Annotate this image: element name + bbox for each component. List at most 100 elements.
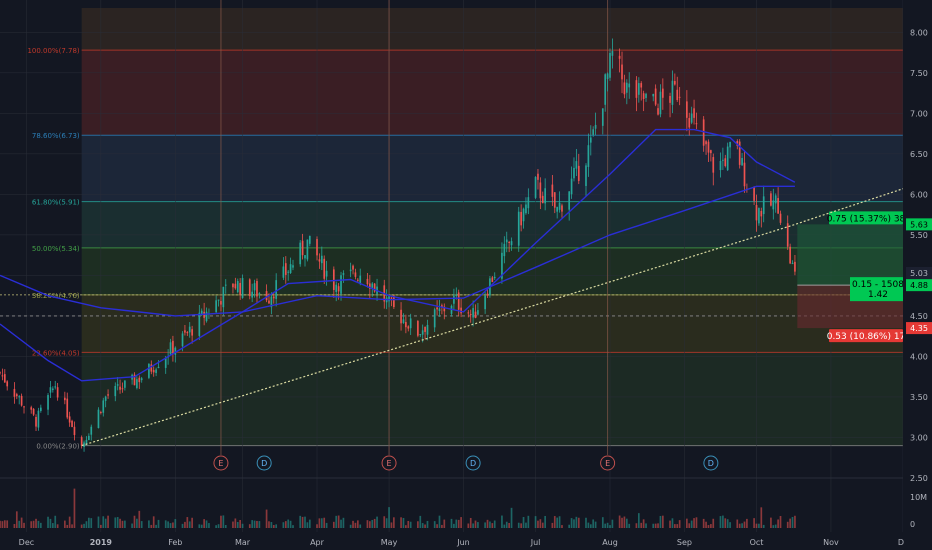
volume-bar xyxy=(215,525,217,528)
candle-body xyxy=(114,385,117,397)
candle-body xyxy=(23,406,25,408)
candle-body xyxy=(433,309,436,328)
candle-body xyxy=(525,204,527,214)
fib-level-label: 100.00%(7.78) xyxy=(27,47,79,55)
candle-body xyxy=(786,223,789,247)
candle-body xyxy=(119,386,121,390)
stop-label-bg xyxy=(829,329,903,343)
volume-bar xyxy=(743,521,746,528)
candle-body xyxy=(712,157,715,173)
candle-body xyxy=(505,239,508,243)
volume-bar xyxy=(393,517,395,528)
candle-body xyxy=(558,202,561,210)
price-badge-bg xyxy=(906,279,932,292)
price-badge-bg xyxy=(906,266,932,279)
candle-body xyxy=(724,158,727,167)
entry-label-line2: 1.42 xyxy=(868,290,888,300)
candle-body xyxy=(18,396,21,398)
volume-bar xyxy=(51,523,54,528)
candle-body xyxy=(352,265,354,270)
volume-bar xyxy=(676,524,679,528)
volume-bar xyxy=(551,522,554,528)
candle-body xyxy=(609,52,611,78)
volume-bar xyxy=(421,523,424,528)
candle-body xyxy=(301,240,304,256)
volume-bar xyxy=(719,516,722,528)
candle-body xyxy=(306,239,309,260)
volume-bar xyxy=(18,520,21,528)
candle-body xyxy=(299,242,302,265)
candle-body xyxy=(169,342,172,355)
candle-body xyxy=(342,273,345,275)
candle-body xyxy=(491,277,494,282)
volume-bar xyxy=(337,515,340,528)
volume-bar xyxy=(174,519,177,528)
volume-bar xyxy=(491,523,494,528)
volume-bar xyxy=(568,524,571,528)
candle-body xyxy=(534,176,537,198)
volume-bar xyxy=(688,523,691,528)
candle-body xyxy=(537,173,539,180)
candle-body xyxy=(561,205,563,212)
volume-bar xyxy=(623,516,626,528)
candle-body xyxy=(441,305,443,308)
volume-bar xyxy=(256,520,258,528)
volume-bar xyxy=(359,524,362,528)
volume-bar xyxy=(181,523,184,528)
time-tick-label: Dec xyxy=(19,538,34,547)
candle-body xyxy=(741,157,743,166)
volume-bar xyxy=(621,517,623,528)
volume-bar xyxy=(693,518,695,528)
volume-bar xyxy=(318,518,321,528)
candle-body xyxy=(272,296,275,299)
volume-bar xyxy=(611,519,614,528)
candle-body xyxy=(220,301,222,305)
candle-body xyxy=(702,119,705,146)
price-tick-label: 3.00 xyxy=(910,433,928,442)
volume-bar xyxy=(251,520,254,528)
candle-body xyxy=(325,270,328,277)
candle-body xyxy=(73,426,76,436)
volume-bar xyxy=(169,523,172,528)
volume-bar xyxy=(248,524,251,528)
volume-bar xyxy=(642,519,645,528)
volume-bar xyxy=(517,522,520,528)
volume-bar xyxy=(371,519,374,528)
candle-body xyxy=(373,283,376,292)
candle-body xyxy=(774,195,777,204)
earnings-marker: E xyxy=(213,455,229,471)
fibonacci-retracement[interactable]: 100.00%(7.78) 78.60%(6.73) 61.80%(5.91) 50.… xyxy=(27,8,904,451)
volume-bar xyxy=(320,518,323,528)
candle-body xyxy=(493,276,496,279)
volume-bar xyxy=(405,525,407,528)
volume-bar xyxy=(525,522,527,528)
candle-body xyxy=(155,369,157,373)
volume-bar xyxy=(292,525,294,528)
candle-body xyxy=(517,211,520,246)
volume-bar xyxy=(527,515,530,528)
candle-body xyxy=(100,412,102,414)
time-tick-label: Apr xyxy=(310,538,325,547)
volume-bar xyxy=(791,516,794,528)
trendline-path xyxy=(81,188,904,447)
candle-body xyxy=(37,410,40,428)
time-axis[interactable]: Dec 2019 Feb Mar Apr May Jun Jul Aug Sep Oct Nov D xyxy=(0,532,932,550)
fib-level-label: 38.20%(4.76) xyxy=(32,292,80,300)
candle-body xyxy=(64,397,66,401)
fib-zone xyxy=(81,201,904,248)
volume-bar xyxy=(625,518,628,528)
volume-bar xyxy=(205,520,208,528)
volume-bar xyxy=(80,524,83,528)
volume-bar xyxy=(15,511,18,528)
grid xyxy=(0,0,904,532)
price-badges: 5.63 5.03 4.88 4.35 xyxy=(906,218,932,335)
volume-bar xyxy=(124,520,126,528)
volume-bar xyxy=(707,525,710,528)
target-zone xyxy=(797,224,903,286)
candle-body xyxy=(369,283,371,289)
candle-body xyxy=(205,311,208,322)
trendline[interactable] xyxy=(81,188,904,447)
